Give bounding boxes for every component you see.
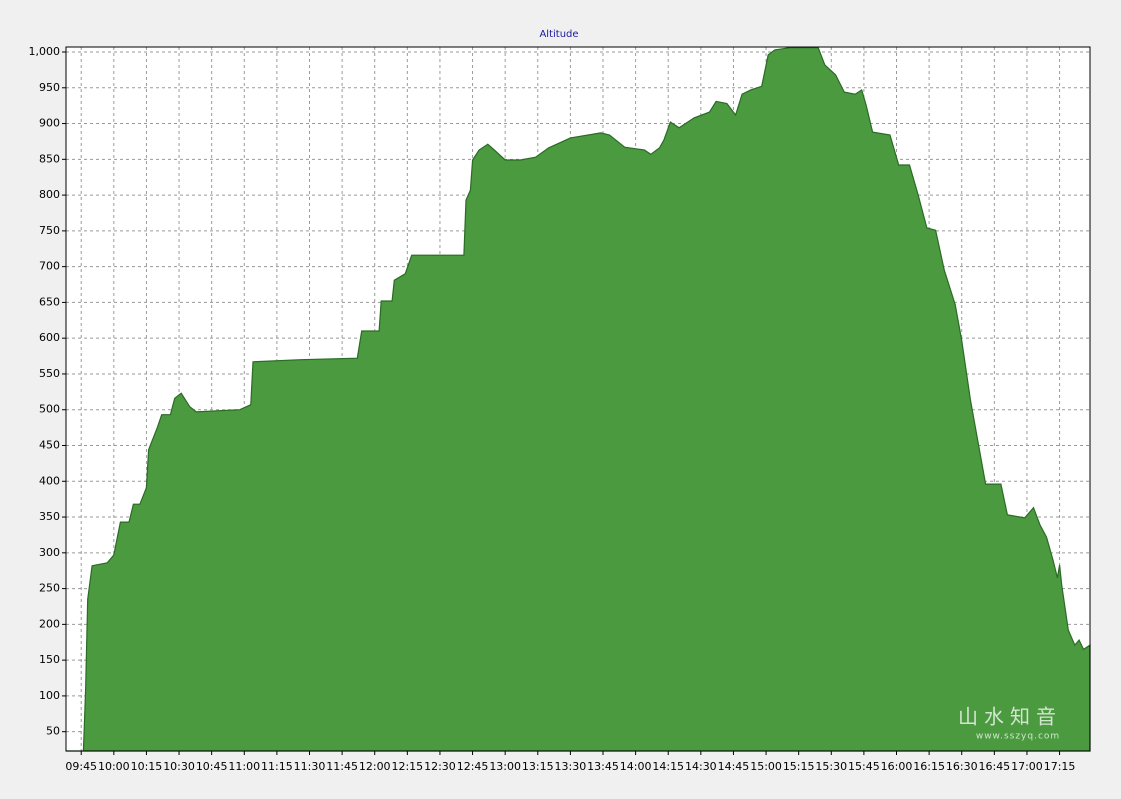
area [66, 47, 1091, 752]
x-tick-label: 09:45 [65, 760, 97, 773]
x-tick-label: 14:30 [685, 760, 717, 773]
x-tick-label: 16:15 [913, 760, 945, 773]
y-tick-label: 50 [46, 725, 60, 738]
y-tick-label: 950 [39, 81, 60, 94]
y-tick-label: 700 [39, 260, 60, 273]
y-tick-label: 750 [39, 224, 60, 237]
x-tick-label: 17:00 [1011, 760, 1043, 773]
y-tick-label: 450 [39, 439, 60, 452]
x-tick-label: 15:00 [750, 760, 782, 773]
x-tick-label: 14:45 [718, 760, 750, 773]
x-tick-label: 10:45 [196, 760, 228, 773]
x-tick-label: 17:15 [1044, 760, 1076, 773]
y-tick-label: 300 [39, 546, 60, 559]
y-tick-label: 250 [39, 582, 60, 595]
y-tick-label: 200 [39, 617, 60, 630]
x-tick-label: 12:45 [457, 760, 489, 773]
y-tick-label: 100 [39, 689, 60, 702]
x-tick-label: 15:30 [815, 760, 847, 773]
watermark-url: www.sszyq.com [976, 732, 1060, 742]
x-tick-label: 13:15 [522, 760, 554, 773]
y-tick-label: 350 [39, 510, 60, 523]
x-tick-label: 13:00 [489, 760, 521, 773]
chart-title: Altitude [539, 29, 578, 40]
y-tick-label: 850 [39, 152, 60, 165]
x-tick-label: 11:45 [326, 760, 358, 773]
x-tick-label: 13:30 [555, 760, 587, 773]
x-tick-label: 10:00 [98, 760, 130, 773]
y-tick-label: 500 [39, 403, 60, 416]
y-tick-label: 400 [39, 474, 60, 487]
plot-border [65, 46, 1091, 752]
x-tick-label: 16:30 [946, 760, 978, 773]
x-tick-label: 14:15 [652, 760, 684, 773]
y-tick-label: 600 [39, 331, 60, 344]
x-tick-label: 11:00 [228, 760, 260, 773]
x-tick-label: 13:45 [587, 760, 619, 773]
marks [66, 47, 1091, 752]
x-tick-label: 10:30 [163, 760, 195, 773]
x-tick-label: 16:00 [881, 760, 913, 773]
x-tick-label: 14:00 [620, 760, 652, 773]
x-tick-label: 15:45 [848, 760, 880, 773]
y-tick-label: 650 [39, 295, 60, 308]
y-tick-label: 800 [39, 188, 60, 201]
y-tick-label: 1,000 [29, 45, 61, 58]
y-tick-label: 900 [39, 117, 60, 130]
x-tick-label: 12:15 [391, 760, 423, 773]
x-tick-label: 16:45 [978, 760, 1010, 773]
y-tick-label: 550 [39, 367, 60, 380]
x-tick-label: 11:30 [294, 760, 326, 773]
watermark-title: 山水知音 [958, 705, 1062, 729]
x-tick-label: 10:15 [131, 760, 163, 773]
x-tick-label: 11:15 [261, 760, 293, 773]
x-tick-label: 12:00 [359, 760, 391, 773]
y-tick-label: 150 [39, 653, 60, 666]
x-tick-label: 15:15 [783, 760, 815, 773]
x-tick-label: 12:30 [424, 760, 456, 773]
